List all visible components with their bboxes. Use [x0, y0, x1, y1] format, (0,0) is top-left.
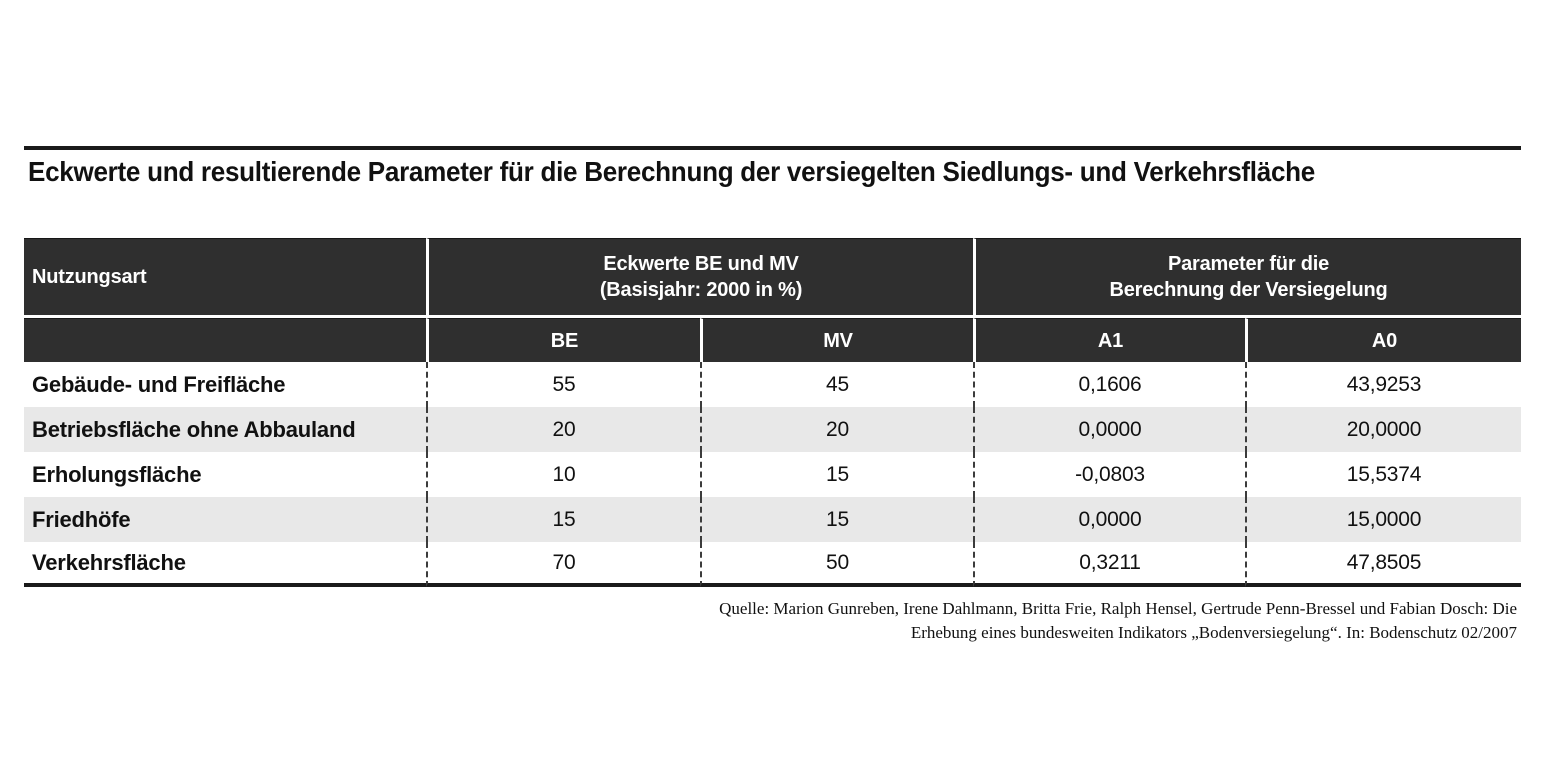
cell-a0: 47,8505: [1245, 542, 1521, 587]
group-header-eckwerte-line2: (Basisjahr: 2000 in %): [599, 279, 803, 301]
cell-a0: 15,0000: [1245, 497, 1521, 542]
title-top-rule: [24, 146, 1521, 150]
cell-mv: 20: [700, 407, 973, 452]
cell-a1: 0,0000: [973, 497, 1245, 542]
column-header-nutzungsart-label: Nutzungsart: [32, 266, 147, 288]
sub-header-be: BE: [426, 318, 700, 362]
sub-header-mv: MV: [700, 318, 973, 362]
cell-mv: 50: [700, 542, 973, 587]
cell-a0: 43,9253: [1245, 362, 1521, 407]
source-note-line1: Quelle: Marion Gunreben, Irene Dahlmann,…: [719, 599, 1517, 618]
row-label: Betriebsfläche ohne Abbauland: [24, 407, 426, 452]
group-header-eckwerte: Eckwerte BE und MV (Basisjahr: 2000 in %…: [426, 238, 973, 318]
cell-be: 20: [426, 407, 700, 452]
row-label: Friedhöfe: [24, 497, 426, 542]
group-header-parameter: Parameter für die Berechnung der Versieg…: [973, 238, 1521, 318]
cell-a0: 15,5374: [1245, 452, 1521, 497]
cell-a1: 0,1606: [973, 362, 1245, 407]
column-header-nutzungsart: Nutzungsart: [24, 238, 426, 318]
cell-be: 70: [426, 542, 700, 587]
group-header-parameter-line1: Parameter für die: [1167, 253, 1330, 275]
cell-be: 10: [426, 452, 700, 497]
cell-mv: 45: [700, 362, 973, 407]
cell-be: 55: [426, 362, 700, 407]
source-note-line2: Erhebung eines bundesweiten Indikators „…: [910, 622, 1517, 642]
figure-title: Eckwerte und resultierende Parameter für…: [28, 156, 1316, 187]
sub-header-a1: A1: [973, 318, 1245, 362]
source-note: Quelle: Marion Gunreben, Irene Dahlmann,…: [719, 597, 1517, 644]
parameter-table: Nutzungsart Eckwerte BE und MV (Basisjah…: [24, 238, 1521, 587]
cell-a0: 20,0000: [1245, 407, 1521, 452]
group-header-parameter-line2: Berechnung der Versiegelung: [1109, 279, 1388, 301]
cell-be: 15: [426, 497, 700, 542]
row-label: Verkehrsfläche: [24, 542, 426, 587]
sub-header-empty: [24, 318, 426, 362]
cell-mv: 15: [700, 497, 973, 542]
cell-mv: 15: [700, 452, 973, 497]
cell-a1: 0,3211: [973, 542, 1245, 587]
row-label: Erholungsfläche: [24, 452, 426, 497]
cell-a1: 0,0000: [973, 407, 1245, 452]
row-label: Gebäude- und Freifläche: [24, 362, 426, 407]
cell-a1: -0,0803: [973, 452, 1245, 497]
group-header-eckwerte-line1: Eckwerte BE und MV: [603, 253, 799, 275]
sub-header-a0: A0: [1245, 318, 1521, 362]
